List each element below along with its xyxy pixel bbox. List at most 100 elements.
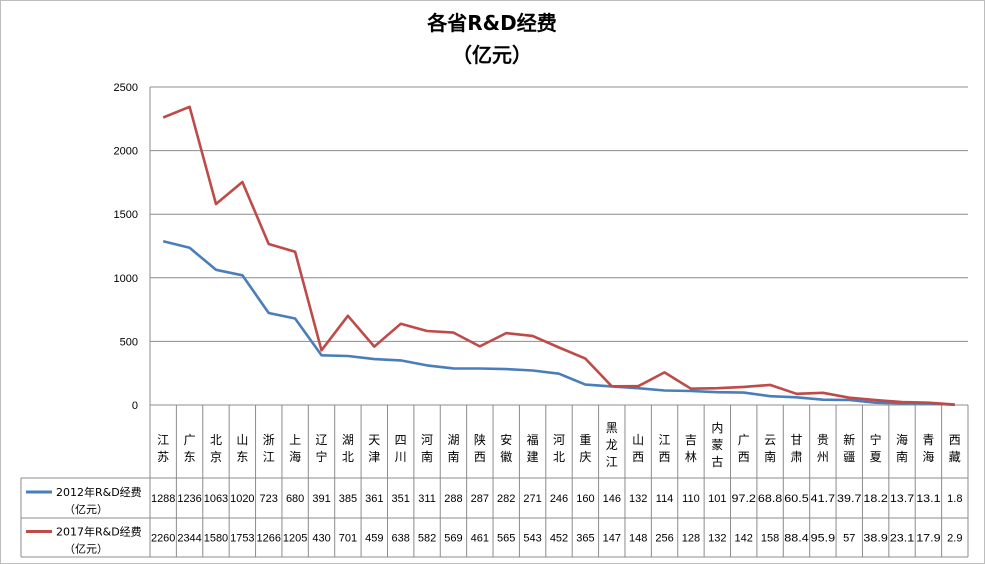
category-label: 建	[527, 450, 539, 464]
category-label: 西	[632, 450, 644, 464]
data-label: 282	[497, 493, 515, 505]
category-label: 辽	[316, 433, 328, 447]
category-label: 吉	[685, 433, 697, 447]
category-label: 川	[395, 450, 407, 464]
y-tick-label: 2500	[114, 82, 138, 94]
category-label: 西	[738, 450, 750, 464]
category-label: 内	[711, 421, 723, 435]
data-label: 1063	[204, 493, 228, 505]
category-label: 安	[500, 432, 512, 447]
category-label: 宁	[870, 432, 882, 447]
category-label: 浙	[263, 433, 275, 447]
data-label: 2260	[151, 533, 175, 545]
data-label: 288	[444, 493, 462, 505]
category-label: 四	[395, 433, 407, 447]
category-label: 新	[843, 432, 855, 447]
category-label: 河	[553, 433, 565, 447]
category-label: 江	[263, 450, 275, 464]
data-label: 1288	[151, 493, 175, 505]
data-label: 41.7	[811, 493, 835, 505]
category-label: 京	[210, 450, 222, 464]
data-label: 158	[761, 533, 779, 545]
category-label: 甘	[790, 433, 802, 447]
data-label: 543	[523, 533, 541, 545]
data-label: 23.1	[890, 533, 914, 545]
category-label: 古	[711, 454, 723, 469]
category-label: 北	[553, 450, 565, 464]
y-tick-label: 1500	[114, 209, 138, 221]
category-label: 重	[579, 433, 591, 447]
data-label: 110	[682, 493, 700, 505]
category-label: 青	[922, 433, 934, 447]
category-label: 南	[764, 449, 776, 464]
data-label: 311	[418, 493, 436, 505]
data-label: 1266	[257, 533, 281, 545]
y-tick-label: 0	[132, 400, 138, 412]
data-label: 18.2	[863, 493, 887, 505]
category-label: 广	[184, 433, 196, 447]
category-label: 龙	[606, 438, 618, 452]
data-label: 1236	[177, 493, 201, 505]
category-label: 江	[606, 455, 618, 469]
data-label: 452	[550, 533, 568, 545]
y-tick-label: 1000	[114, 273, 138, 285]
legend-label: 2017年R&D经费	[56, 525, 142, 539]
category-label: 南	[896, 449, 908, 464]
data-label: 582	[418, 533, 436, 545]
category-label: 苏	[157, 450, 169, 464]
legend-unit: （亿元）	[64, 543, 108, 556]
category-label: 黑	[606, 421, 618, 435]
data-label: 88.4	[784, 533, 808, 545]
category-label: 北	[342, 450, 354, 464]
category-label: 天	[368, 433, 380, 447]
data-label: 385	[339, 493, 357, 505]
data-label: 146	[603, 493, 621, 505]
data-label: 391	[312, 493, 330, 505]
data-label: 142	[735, 533, 753, 545]
category-label: 宁	[316, 449, 328, 464]
data-label: 132	[708, 533, 726, 545]
data-label: 132	[629, 493, 647, 505]
data-label: 459	[365, 533, 383, 545]
data-label: 148	[629, 533, 647, 545]
category-label: 藏	[949, 450, 961, 464]
data-label: 39.7	[837, 493, 861, 505]
category-label: 东	[236, 450, 248, 464]
category-label: 蒙	[711, 438, 723, 452]
data-label: 17.9	[916, 533, 940, 545]
category-label: 徽	[500, 449, 512, 464]
data-label: 60.5	[784, 493, 808, 505]
data-label: 271	[523, 493, 541, 505]
data-label: 95.9	[811, 533, 835, 545]
category-label: 北	[210, 433, 222, 447]
data-label: 1020	[230, 493, 254, 505]
data-label: 256	[655, 533, 673, 545]
category-label: 广	[738, 433, 750, 447]
data-label: 723	[260, 493, 278, 505]
category-label: 南	[421, 449, 433, 464]
data-label: 128	[682, 533, 700, 545]
data-label: 1.8	[947, 493, 962, 505]
data-label: 160	[576, 493, 594, 505]
category-label: 海	[922, 449, 934, 464]
chart-subtitle: （亿元）	[452, 43, 532, 67]
data-label: 361	[365, 493, 383, 505]
data-label: 114	[656, 493, 674, 505]
data-label: 2344	[177, 533, 201, 545]
category-label: 州	[817, 450, 829, 464]
y-tick-label: 2000	[114, 146, 138, 158]
data-label: 101	[708, 493, 726, 505]
category-label: 南	[447, 449, 459, 464]
data-label: 1205	[283, 533, 307, 545]
category-label: 上	[289, 433, 301, 447]
series-line-1	[162, 239, 955, 407]
data-label: 246	[550, 493, 568, 505]
category-label: 津	[368, 450, 380, 464]
data-label: 97.2	[732, 493, 756, 505]
data-label: 680	[286, 493, 304, 505]
data-label: 569	[444, 533, 462, 545]
data-label: 701	[339, 533, 357, 545]
category-label: 福	[527, 432, 539, 447]
category-label: 肃	[790, 450, 802, 464]
